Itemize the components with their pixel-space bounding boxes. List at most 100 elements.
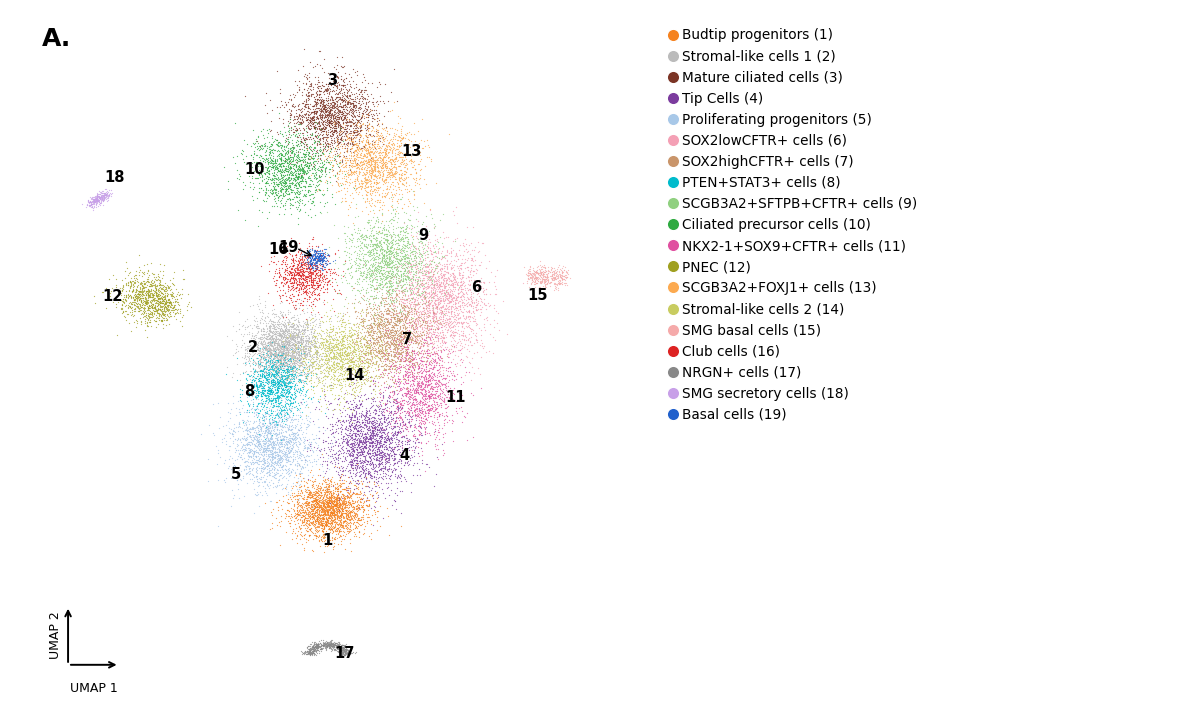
Point bbox=[320, 115, 339, 126]
Point bbox=[154, 284, 173, 295]
Point bbox=[375, 350, 393, 362]
Point bbox=[352, 142, 371, 154]
Point bbox=[121, 278, 140, 290]
Point bbox=[462, 286, 481, 298]
Point bbox=[326, 116, 345, 128]
Point bbox=[392, 280, 411, 291]
Point bbox=[371, 412, 390, 424]
Point bbox=[303, 274, 322, 286]
Point bbox=[332, 649, 351, 661]
Point bbox=[306, 121, 325, 133]
Point bbox=[382, 245, 401, 256]
Point bbox=[302, 56, 320, 68]
Point bbox=[316, 435, 335, 446]
Point bbox=[271, 431, 290, 442]
Point bbox=[280, 446, 299, 457]
Point bbox=[325, 344, 344, 356]
Point bbox=[344, 362, 363, 373]
Point bbox=[371, 368, 390, 380]
Point bbox=[326, 518, 345, 529]
Point bbox=[352, 147, 371, 159]
Point bbox=[273, 311, 292, 322]
Point bbox=[266, 332, 285, 343]
Point bbox=[274, 354, 293, 366]
Point bbox=[441, 325, 459, 337]
Point bbox=[344, 343, 363, 354]
Point bbox=[362, 165, 380, 176]
Point bbox=[271, 378, 290, 390]
Point bbox=[279, 336, 298, 348]
Point bbox=[291, 383, 310, 395]
Point bbox=[280, 142, 299, 154]
Point bbox=[290, 386, 309, 397]
Point bbox=[277, 135, 296, 147]
Point bbox=[303, 261, 322, 273]
Point bbox=[398, 402, 417, 414]
Point bbox=[230, 421, 249, 433]
Point bbox=[423, 261, 442, 273]
Point bbox=[358, 167, 377, 179]
Point bbox=[331, 121, 350, 132]
Point bbox=[276, 379, 294, 391]
Point bbox=[413, 277, 432, 289]
Point bbox=[290, 160, 309, 171]
Point bbox=[419, 370, 438, 382]
Point bbox=[371, 425, 390, 437]
Point bbox=[457, 343, 476, 355]
Point bbox=[290, 374, 309, 386]
Point bbox=[276, 357, 294, 369]
Point bbox=[249, 348, 267, 360]
Point bbox=[423, 332, 442, 343]
Point bbox=[277, 324, 296, 335]
Point bbox=[446, 303, 465, 315]
Point bbox=[272, 340, 291, 351]
Point bbox=[330, 150, 349, 162]
Point bbox=[419, 264, 438, 275]
Point bbox=[333, 353, 352, 364]
Point bbox=[148, 312, 167, 324]
Point bbox=[259, 333, 278, 345]
Point bbox=[284, 354, 303, 365]
Point bbox=[346, 344, 365, 356]
Point bbox=[350, 295, 369, 307]
Point bbox=[312, 252, 331, 264]
Point bbox=[351, 493, 370, 505]
Point bbox=[375, 135, 393, 147]
Point bbox=[392, 406, 411, 417]
Point bbox=[423, 311, 442, 322]
Point bbox=[315, 367, 333, 378]
Point bbox=[333, 643, 352, 655]
Point bbox=[386, 308, 405, 319]
Point bbox=[370, 311, 389, 322]
Point bbox=[336, 499, 355, 510]
Point bbox=[280, 397, 299, 409]
Point bbox=[251, 362, 270, 373]
Point bbox=[313, 145, 332, 157]
Point bbox=[338, 99, 357, 110]
Point bbox=[286, 272, 305, 284]
Point bbox=[287, 426, 306, 438]
Point bbox=[379, 451, 398, 462]
Point bbox=[153, 269, 172, 281]
Point bbox=[346, 480, 365, 492]
Point bbox=[316, 103, 335, 115]
Point bbox=[290, 439, 309, 450]
Point bbox=[254, 454, 273, 466]
Point bbox=[262, 378, 280, 389]
Point bbox=[552, 270, 571, 282]
Point bbox=[358, 466, 377, 478]
Point bbox=[266, 158, 285, 169]
Point bbox=[311, 248, 330, 259]
Point bbox=[405, 360, 424, 372]
Point bbox=[385, 237, 404, 249]
Point bbox=[418, 295, 437, 306]
Point bbox=[267, 409, 286, 421]
Point bbox=[272, 364, 291, 375]
Point bbox=[266, 367, 285, 379]
Point bbox=[357, 216, 376, 228]
Point bbox=[266, 449, 285, 461]
Point bbox=[368, 165, 386, 176]
Point bbox=[396, 311, 415, 322]
Point bbox=[303, 492, 322, 503]
Point bbox=[290, 131, 309, 142]
